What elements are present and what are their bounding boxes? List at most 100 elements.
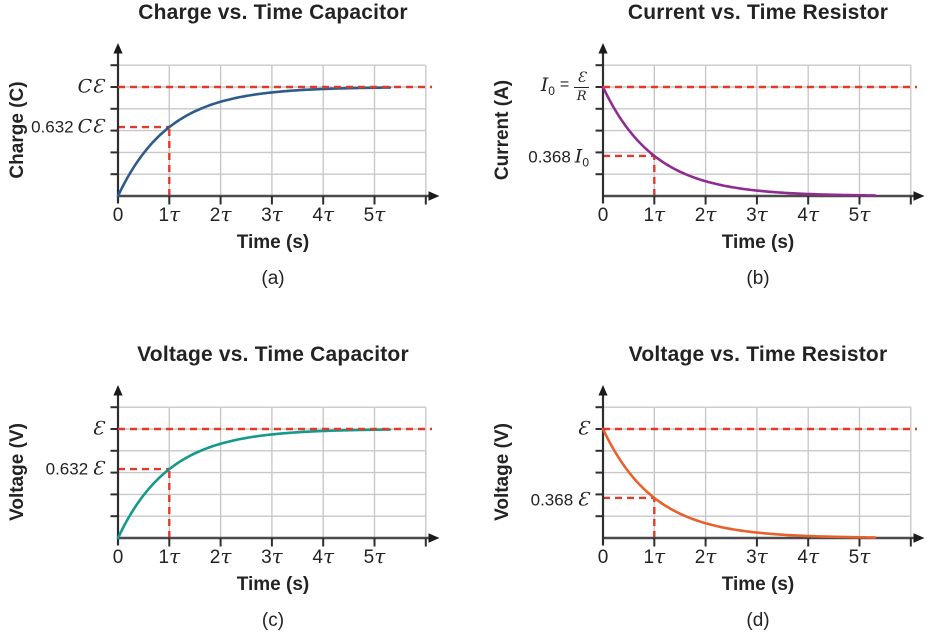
x-tick-label: 4τ (797, 544, 820, 568)
x-tick-label: 1τ (158, 202, 181, 226)
key-point-dashed-lines (118, 125, 171, 196)
plot-area-a: 0 1τ 2τ 3τ 4τ 5τ (110, 43, 440, 226)
x-axis-label: Time (s) (236, 232, 310, 253)
x-tick-label: 0 (113, 205, 124, 226)
x-tick-label: 5τ (364, 202, 387, 226)
x-tick-label: 2τ (210, 202, 233, 226)
key-point-number: 0.368 (530, 490, 574, 510)
x-tick-label: 3τ (746, 544, 769, 568)
asymptote-symbol: Ɛ (577, 417, 589, 440)
x-tick-label: 4τ (312, 202, 335, 226)
x-axis-arrowhead (913, 191, 925, 201)
x-tick-label: 2τ (695, 544, 718, 568)
axes (595, 43, 925, 205)
x-tick-label: 0 (598, 547, 609, 568)
asymptote-lhs-symbol: I (540, 74, 549, 97)
x-tick-label: 5τ (849, 202, 872, 226)
asymptote-value-label: Ɛ (485, 417, 589, 440)
panel-caption: (a) (261, 268, 285, 289)
key-point-dashed-lines (603, 154, 656, 196)
x-tick-label: 3τ (261, 202, 284, 226)
gridlines (603, 64, 912, 196)
key-point-dashed-lines (603, 496, 656, 538)
x-axis-arrowhead (913, 533, 925, 543)
asymptote-value-label: CƐ (0, 75, 104, 98)
x-tick-label: 4τ (312, 544, 335, 568)
data-curve (601, 427, 877, 539)
panel-caption: (b) (746, 268, 770, 289)
fraction-denominator: R (576, 89, 587, 104)
x-axis-label: Time (s) (721, 574, 795, 595)
key-point-value-label: 0.632 Ɛ (0, 457, 104, 480)
x-tick-label: 4τ (797, 202, 820, 226)
x-tick-labels: 0 1τ 2τ 3τ 4τ 5τ (598, 544, 872, 568)
axes (110, 43, 440, 205)
key-point-number: 0.632 (45, 459, 89, 479)
key-point-symbol: I (574, 145, 583, 168)
y-axis-arrowhead (113, 385, 123, 396)
key-point-value-label: 0.368 Ɛ (485, 488, 589, 511)
chart-title: Charge vs. Time Capacitor (138, 1, 408, 24)
asymptote-value-label: I0 = Ɛ R (485, 71, 589, 103)
x-axis-label: Time (s) (236, 574, 310, 595)
tick-marks (110, 406, 427, 547)
key-point-dashed-lines (118, 467, 171, 538)
x-tick-labels: 0 1τ 2τ 3τ 4τ 5τ (113, 544, 387, 568)
key-point-value-label: 0.632 CƐ (0, 115, 104, 138)
chart-panel-a: Charge vs. Time Capacitor Charge (C) 0 1τ… (0, 0, 444, 300)
key-point-symbol: Ɛ (92, 457, 104, 480)
axes (595, 385, 925, 547)
data-curve (116, 86, 392, 198)
key-point-number: 0.632 (31, 117, 74, 137)
x-axis-arrowhead (428, 533, 440, 543)
asymptote-symbol: Ɛ (92, 417, 104, 440)
plot-area-c: 0 1τ 2τ 3τ 4τ 5τ (110, 385, 440, 568)
x-tick-label: 0 (598, 205, 609, 226)
chart-title: Current vs. Time Resistor (627, 1, 889, 24)
x-tick-label: 2τ (695, 202, 718, 226)
gridlines (603, 406, 912, 538)
y-axis-arrowhead (598, 385, 608, 396)
axes (110, 385, 440, 547)
x-axis-label: Time (s) (721, 232, 795, 253)
chart-title: Voltage vs. Time Capacitor (137, 343, 409, 366)
equals-sign: = (559, 76, 570, 94)
panel-caption: (d) (746, 610, 770, 631)
x-tick-labels: 0 1τ 2τ 3τ 4τ 5τ (598, 202, 872, 226)
x-tick-label: 1τ (158, 544, 181, 568)
x-tick-label: 1τ (643, 544, 666, 568)
key-point-symbol: Ɛ (577, 488, 589, 511)
plot-area-d: 0 1τ 2τ 3τ 4τ 5τ (595, 385, 925, 568)
x-tick-label: 5τ (849, 544, 872, 568)
x-axis-arrowhead (428, 191, 440, 201)
x-tick-label: 3τ (746, 202, 769, 226)
plot-area-b: 0 1τ 2τ 3τ 4τ 5τ (595, 43, 925, 226)
key-point-symbol: CƐ (77, 115, 104, 138)
y-axis-arrowhead (598, 43, 608, 54)
panel-caption: (c) (261, 610, 285, 631)
chart-title: Voltage vs. Time Resistor (628, 343, 888, 366)
asymptote-symbol: CƐ (77, 75, 104, 98)
chart-panel-c: Voltage vs. Time Capacitor Voltage (V) 0… (0, 342, 444, 642)
tick-marks (110, 64, 427, 205)
x-tick-label: 3τ (261, 544, 284, 568)
asymptote-value-label: Ɛ (0, 417, 104, 440)
x-tick-label: 2τ (210, 544, 233, 568)
x-tick-label: 5τ (364, 544, 387, 568)
x-tick-labels: 0 1τ 2τ 3τ 4τ 5τ (113, 202, 387, 226)
y-axis-arrowhead (113, 43, 123, 54)
x-tick-label: 0 (113, 547, 124, 568)
key-point-subscript: 0 (582, 155, 589, 170)
key-point-value-label: 0.368 I0 (485, 145, 589, 170)
tick-marks (595, 64, 912, 205)
x-tick-label: 1τ (643, 202, 666, 226)
asymptote-lhs-subscript: 0 (548, 84, 555, 99)
fraction-numerator: Ɛ (574, 71, 589, 88)
data-curve (116, 428, 392, 540)
data-curve (601, 85, 877, 197)
key-point-number: 0.368 (528, 147, 571, 167)
